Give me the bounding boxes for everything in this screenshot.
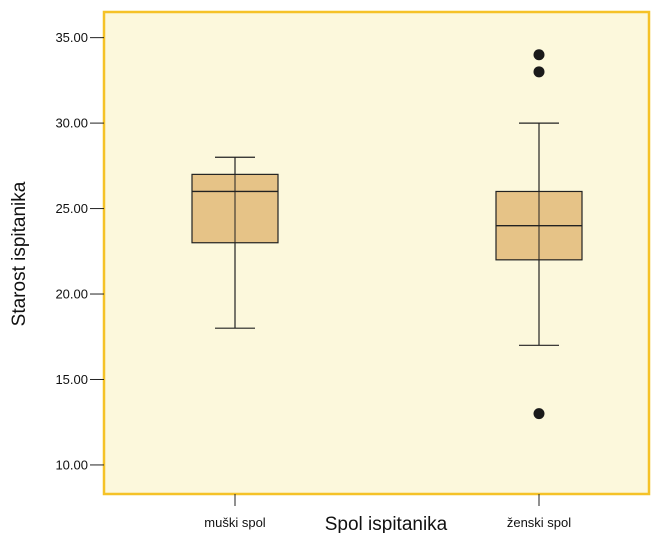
outlier-point	[533, 408, 545, 420]
x-tick-label: ženski spol	[507, 515, 571, 530]
outlier-point	[533, 49, 545, 61]
box-group	[495, 49, 583, 420]
outlier-point	[533, 66, 545, 78]
y-tick-label: 30.00	[55, 116, 88, 131]
boxes	[191, 49, 583, 420]
y-tick-label: 25.00	[55, 201, 88, 216]
y-tick-label: 15.00	[55, 372, 88, 387]
x-axis-title: Spol ispitanika	[325, 514, 448, 533]
y-axis: 10.00 15.00 20.00 25.00 30.00 35.00	[55, 30, 104, 472]
y-axis-title: Starost ispitanika	[9, 181, 30, 326]
y-tick-label: 10.00	[55, 457, 88, 472]
y-tick-label: 20.00	[55, 287, 88, 302]
x-tick-label: muški spol	[204, 515, 266, 530]
y-tick-label: 35.00	[55, 30, 88, 45]
box-group	[191, 156, 279, 329]
x-axis: muški spol ženski spol	[204, 494, 571, 530]
